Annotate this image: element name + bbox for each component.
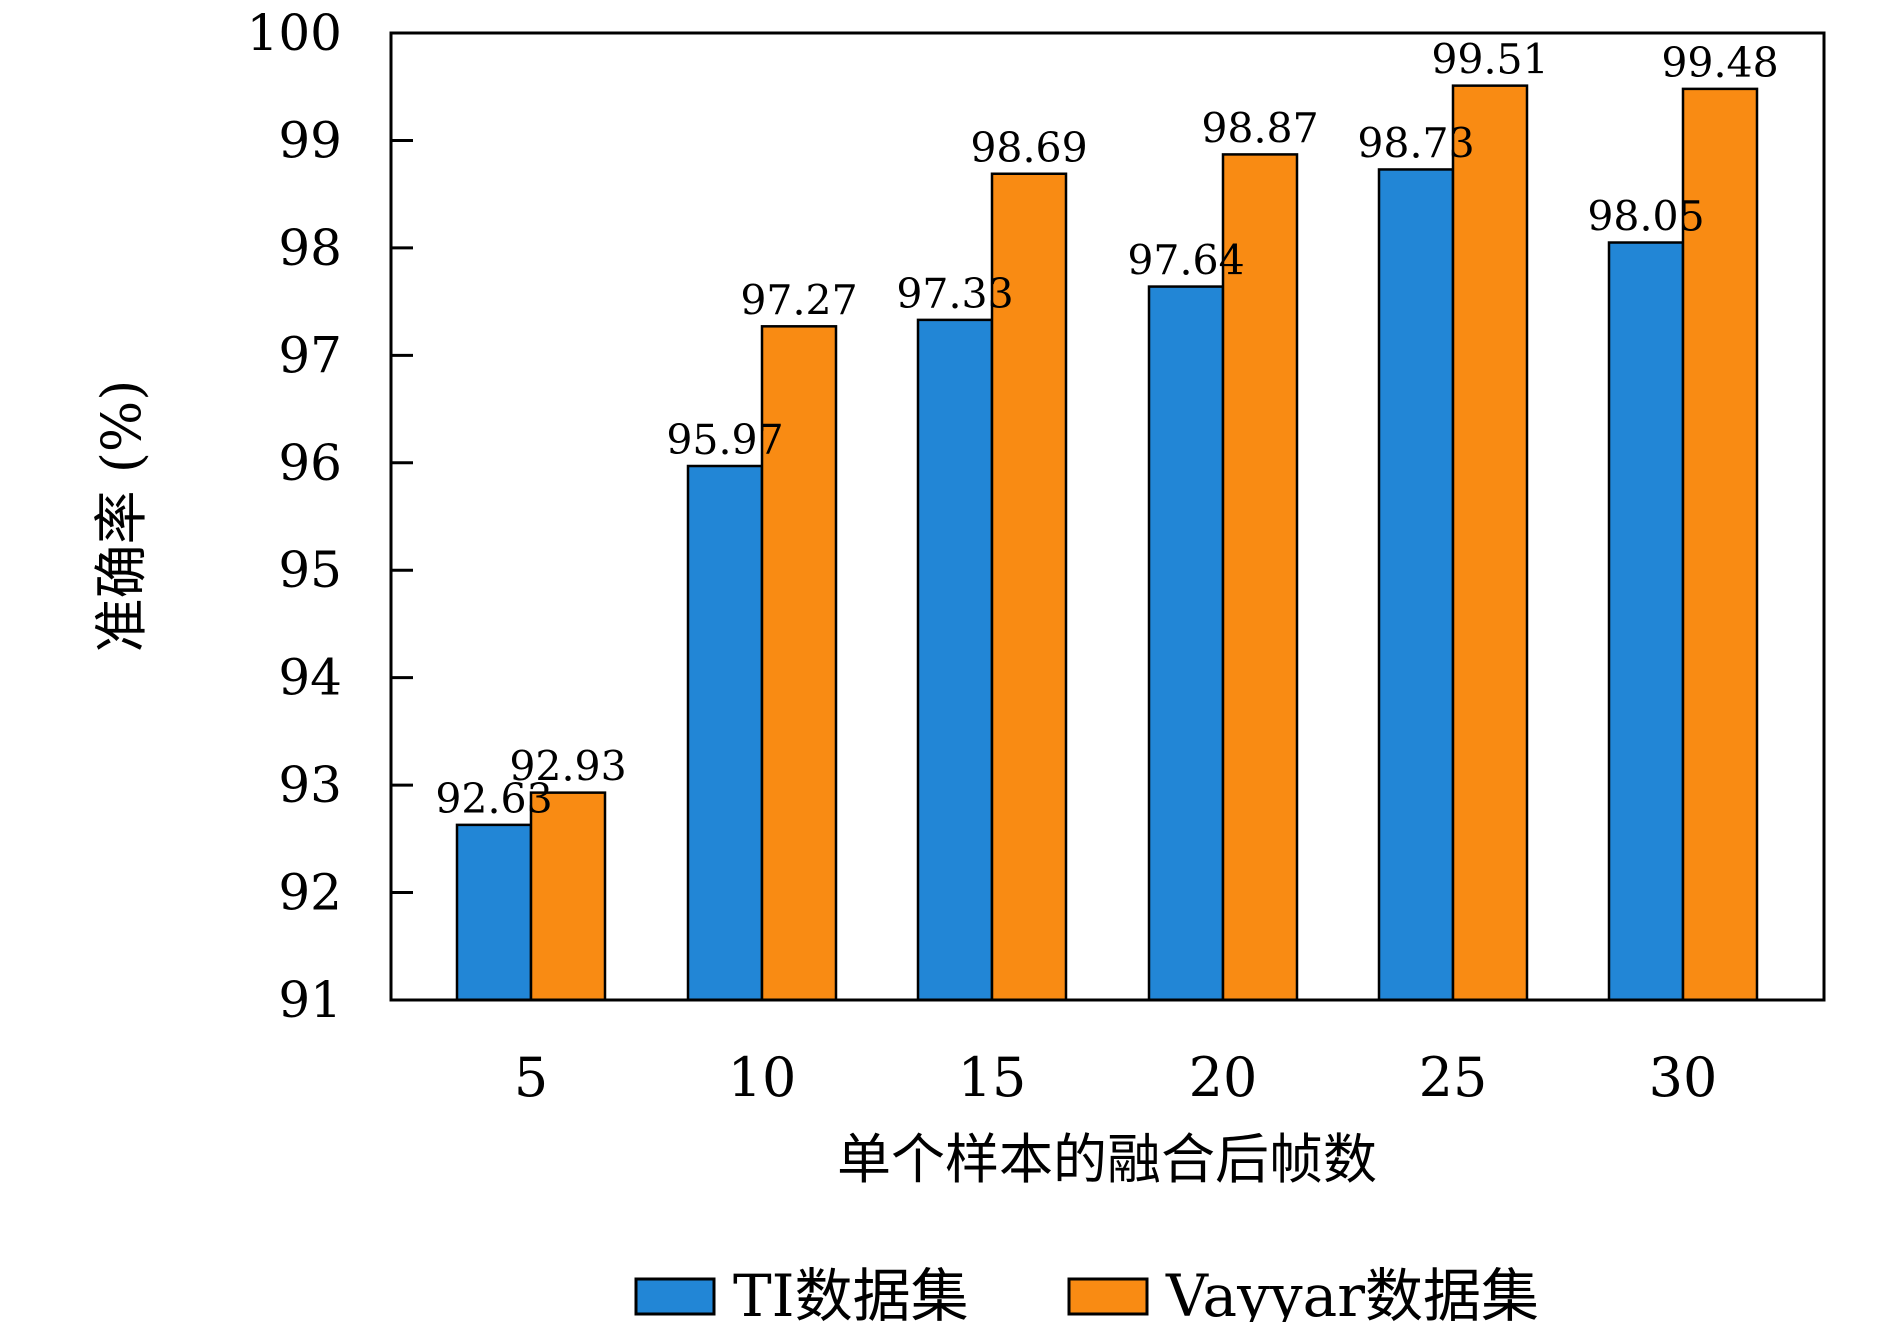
y-tick-label: 97	[278, 326, 342, 384]
bar-vayyar-25	[1451, 84, 1529, 1002]
data-label-vayyar-20: 98.87	[1201, 104, 1318, 152]
bars-layer	[455, 84, 1759, 1002]
y-tick-label: 95	[278, 541, 342, 599]
data-label-vayyar-5: 92.93	[509, 743, 626, 791]
data-label-ti-20: 97.64	[1127, 237, 1244, 285]
bar-vayyar-5	[529, 791, 607, 1002]
legend-swatch-ti	[634, 1277, 716, 1316]
y-axis-label: 准确率 (%)	[90, 380, 153, 653]
y-tick-label: 100	[247, 4, 342, 62]
bar-ti-20	[1147, 285, 1225, 1002]
x-axis-label: 单个样本的融合后帧数	[837, 1128, 1377, 1191]
data-label-ti-10: 95.97	[666, 416, 783, 464]
bar-ti-10	[686, 464, 764, 1002]
y-tick-label: 92	[278, 864, 342, 922]
x-tick-label: 10	[728, 1046, 797, 1109]
bar-ti-30	[1607, 241, 1685, 1002]
bar-ti-25	[1377, 168, 1455, 1002]
legend-label-ti: TI数据集	[733, 1262, 969, 1322]
x-tick-label: 15	[958, 1046, 1027, 1109]
data-label-vayyar-15: 98.69	[970, 124, 1087, 172]
data-label-ti-15: 97.33	[896, 270, 1013, 318]
data-label-ti-5: 92.63	[435, 775, 552, 823]
bar-ti-5	[455, 823, 533, 1002]
y-tick-label: 99	[278, 111, 342, 169]
x-tick-label: 5	[514, 1046, 548, 1109]
bar-ti-15	[916, 318, 994, 1002]
y-tick-label: 98	[278, 219, 342, 277]
plot-frame	[389, 31, 1826, 1002]
y-tick-label: 91	[278, 971, 342, 1029]
legend: TI数据集 Vayyar数据集	[634, 1262, 1539, 1322]
y-tick-label: 94	[278, 649, 342, 707]
data-label-vayyar-30: 99.48	[1661, 39, 1778, 87]
bar-vayyar-15	[990, 172, 1068, 1002]
legend-label-vayyar: Vayyar数据集	[1165, 1262, 1539, 1322]
y-ticks-layer: 91 92 93 94 95 96 97 98 99 100	[247, 4, 413, 1029]
y-tick-label: 96	[278, 434, 342, 492]
legend-swatch-vayyar	[1067, 1277, 1149, 1316]
x-ticks-layer: 5 10 15 20 25 30	[514, 1046, 1718, 1109]
x-tick-label: 25	[1419, 1046, 1488, 1109]
data-label-vayyar-10: 97.27	[740, 276, 857, 324]
data-label-vayyar-25: 99.51	[1431, 36, 1548, 84]
bar-vayyar-10	[760, 325, 838, 1002]
x-tick-label: 20	[1189, 1046, 1258, 1109]
bar-vayyar-20	[1221, 153, 1299, 1002]
x-tick-label: 30	[1649, 1046, 1718, 1109]
y-tick-label: 93	[278, 756, 342, 814]
bar-vayyar-30	[1681, 87, 1759, 1002]
data-label-ti-30: 98.05	[1587, 193, 1704, 241]
data-label-ti-25: 98.73	[1357, 119, 1474, 167]
